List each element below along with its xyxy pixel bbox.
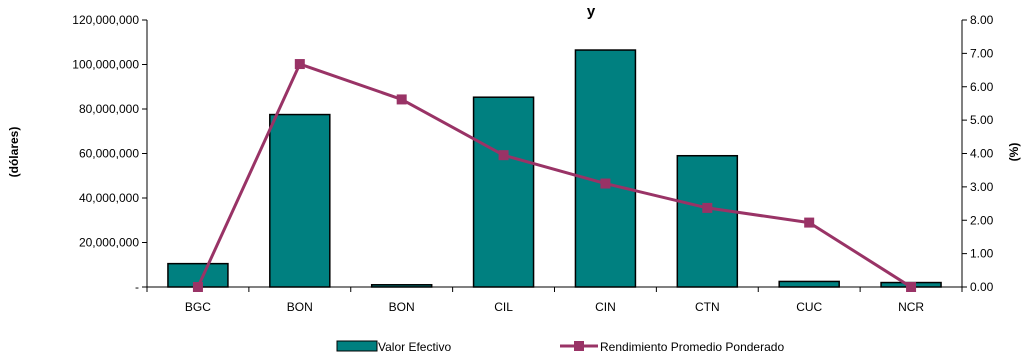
line-point-marker bbox=[702, 202, 713, 213]
line-series-rendimiento bbox=[196, 62, 912, 289]
x-tick-label: BON bbox=[389, 300, 415, 314]
legend-marker-rendimiento bbox=[574, 341, 584, 351]
x-tick-label: CTN bbox=[695, 300, 720, 314]
legend-label-valor-efectivo: Valor Efectivo bbox=[378, 340, 451, 354]
x-tick-label: NCR bbox=[898, 300, 924, 314]
right-tick-label: 3.00 bbox=[970, 180, 994, 194]
right-tick-label: 0.00 bbox=[970, 280, 994, 294]
line-point-marker bbox=[906, 282, 917, 292]
left-tick-label: 40,000,000 bbox=[79, 191, 139, 205]
right-tick-label: 1.00 bbox=[970, 247, 994, 261]
chart-title: y bbox=[587, 3, 596, 20]
left-tick-label: 100,000,000 bbox=[72, 58, 139, 72]
x-tick-label: BON bbox=[287, 300, 313, 314]
legend-label-rendimiento: Rendimiento Promedio Ponderado bbox=[600, 340, 784, 354]
bar bbox=[370, 284, 433, 288]
x-tick-label: CIL bbox=[494, 300, 513, 314]
right-tick-label: 8.00 bbox=[970, 13, 994, 27]
right-axis-title: (%) bbox=[1007, 143, 1021, 162]
legend-swatch-valor-efectivo bbox=[336, 340, 378, 352]
plot-area: - 20,000,000 40,000,000 60,000,000 80,000,00… bbox=[72, 13, 993, 314]
left-tick-label: - bbox=[135, 280, 139, 294]
right-tick-label: 4.00 bbox=[970, 147, 994, 161]
bar bbox=[472, 96, 535, 288]
right-tick-label: 6.00 bbox=[970, 80, 994, 94]
right-tick-label: 7.00 bbox=[970, 46, 994, 60]
bar bbox=[778, 280, 840, 288]
line-point-marker bbox=[804, 217, 815, 228]
bar bbox=[269, 113, 331, 288]
left-axis-title: (dólares) bbox=[7, 127, 21, 178]
left-tick-label: 120,000,000 bbox=[72, 13, 139, 27]
line-point-marker bbox=[294, 59, 305, 70]
x-tick-label: BGC bbox=[185, 300, 211, 314]
line-point-marker bbox=[396, 94, 407, 105]
left-tick-label: 20,000,000 bbox=[79, 236, 139, 250]
left-tick-label: 60,000,000 bbox=[79, 147, 139, 161]
line-point-marker bbox=[600, 178, 611, 189]
x-tick-label: CUC bbox=[796, 300, 822, 314]
line-point-marker bbox=[192, 282, 203, 292]
right-tick-label: 5.00 bbox=[970, 113, 994, 127]
bar bbox=[574, 49, 637, 288]
legend: Valor Efectivo Rendimiento Promedio Pond… bbox=[336, 340, 784, 354]
x-tick-label: CIN bbox=[595, 300, 616, 314]
bar bbox=[676, 154, 739, 288]
line-point-marker bbox=[498, 150, 509, 161]
left-tick-label: 80,000,000 bbox=[79, 102, 139, 116]
right-tick-label: 2.00 bbox=[970, 213, 994, 227]
